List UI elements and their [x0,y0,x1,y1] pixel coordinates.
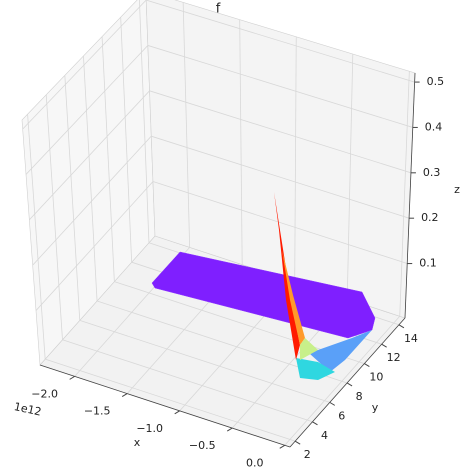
grid-line [79,320,330,403]
x-tick-label: −1.0 [136,422,163,435]
grid-line [64,75,81,321]
grid-line [138,0,150,243]
tick-mark [226,427,233,432]
y-tick-label: 10 [369,371,383,384]
grid-line [27,114,46,360]
grid-line [83,55,98,302]
tick-mark [346,382,353,387]
x-tick-label: 0.0 [246,456,264,469]
y-tick-label: 8 [356,390,363,403]
grid-line [152,181,408,264]
surface-patch [300,338,318,360]
grid-line [146,0,415,83]
grid-line [29,90,150,221]
grid-line [346,54,354,300]
y-axis-label: y [372,401,379,414]
x-tick-label: −0.5 [189,439,216,452]
x-offset-text: 1e12 [13,400,43,418]
grid-line [294,36,297,282]
grid-line [149,90,412,174]
tick-mark [312,421,318,426]
grid-line [151,135,410,219]
grid-line [147,45,413,128]
tick-mark [364,363,370,368]
y-tick-label: 14 [404,332,418,345]
x-tick-label: −2.0 [31,387,58,400]
chart-title: f [216,2,221,17]
grid-line [32,135,152,266]
left-pane [21,0,156,366]
grid-line [25,45,149,175]
grid-line [239,19,243,265]
tick-mark [329,401,336,406]
surface [151,192,376,380]
z-tick-label: 0.3 [423,166,441,179]
tick-mark [69,375,75,380]
y-tick-label: 12 [387,351,401,364]
surface-patch [151,251,376,339]
z-axis-label: z [454,183,460,196]
grid-line [45,94,63,340]
x-tick-label: −1.5 [84,405,111,418]
axes-box [21,0,420,449]
grid-line [62,339,313,423]
x-axis-label: x [134,436,141,449]
y-tick-label: 6 [338,409,345,422]
grid-line [35,181,154,311]
z-axis-line [404,72,416,319]
tick-mark [279,444,286,449]
tick-mark [174,410,180,415]
tick-mark [121,393,128,398]
x-axis-line [39,364,291,448]
tick-mark [294,440,301,445]
grid-line [101,36,115,282]
grid-line [120,17,133,263]
grid-line [284,316,401,446]
z-tick-label: 0.2 [421,211,439,224]
tick-mark [381,343,387,348]
surface-patch [300,330,372,372]
surface-patch [282,250,305,345]
y-axis-line [289,317,406,448]
z-tick-label: 0.4 [425,120,443,133]
y-tick-label: 4 [321,429,328,442]
grid-line [399,71,410,317]
z-tick-label: 0.5 [427,75,445,88]
surface-patch [296,358,335,380]
grid-line [182,2,191,248]
grid-line [45,358,296,442]
y-tick-label: 2 [304,448,311,461]
grid-line [22,0,147,130]
z-tick-label: 0.1 [419,257,437,270]
tick-mark [398,324,405,329]
